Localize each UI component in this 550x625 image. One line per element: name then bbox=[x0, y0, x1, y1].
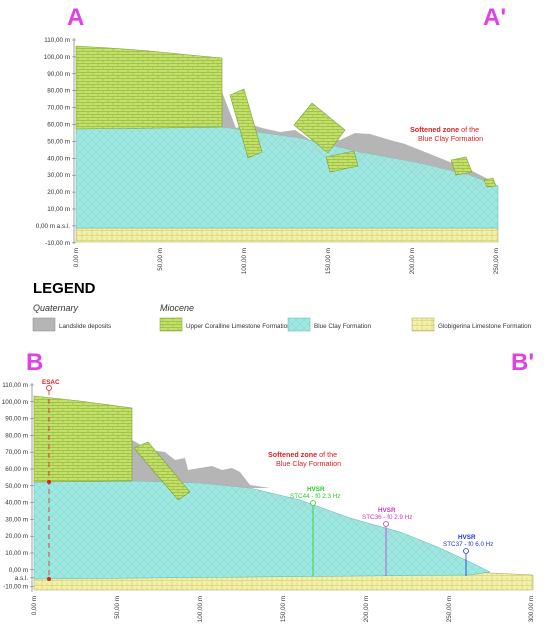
hvsr-stc44-name: STC44 - f0 2.3 Hz bbox=[290, 493, 340, 500]
legend-swatch-blue-clay bbox=[287, 317, 311, 332]
y-tick-label: 60,00 m bbox=[47, 122, 70, 129]
section-a-coralline-block bbox=[229, 88, 263, 159]
hvsr-stc36-name: STC36 - f0 2.9 Hz bbox=[362, 514, 412, 521]
y-tick-label: 80,00 m bbox=[5, 432, 28, 439]
y-tick-label: 0,00 m bbox=[9, 567, 28, 574]
x-tick-label: 200,00 m bbox=[409, 248, 416, 274]
esac-marker-mid bbox=[47, 480, 51, 484]
section-a: A A' 110,00 m 100,00 m 90,00 m 80,00 m 70,00… bbox=[36, 4, 506, 274]
legend-label-globigerina: Globigerina Limestone Formation bbox=[438, 323, 532, 330]
hvsr-stc36-marker bbox=[383, 521, 389, 527]
legend-label-blue-clay: Blue Clay Formation bbox=[314, 323, 372, 330]
x-tick-label: 0,00 m bbox=[31, 596, 38, 615]
legend-quaternary-heading: Quaternary bbox=[33, 303, 79, 313]
y-tick-label: 60,00 m bbox=[5, 466, 28, 473]
y-tick-label: -10,00 m bbox=[3, 584, 28, 591]
section-b-softened-zone bbox=[200, 483, 470, 562]
section-a-softened-zone-line2: Blue Clay Formation bbox=[418, 134, 483, 143]
section-b-coralline-limestone bbox=[33, 395, 133, 483]
section-a-globigerina-layer bbox=[75, 227, 499, 243]
y-tick-label: 80,00 m bbox=[47, 88, 70, 95]
section-b-coralline-block bbox=[133, 441, 191, 501]
section-a-x-ticks: 0,00 m 50,00 m 100,00 m 150,00 m 200,00 m 250… bbox=[73, 248, 500, 274]
y-tick-label: 100,00 m bbox=[44, 54, 70, 61]
hvsr-stc37-marker bbox=[463, 548, 469, 554]
esac-label: ESAC bbox=[42, 379, 60, 386]
section-a-landslide-deposits bbox=[222, 92, 498, 186]
y-tick-label: 70,00 m bbox=[47, 105, 70, 112]
legend-miocene-heading: Miocene bbox=[160, 303, 194, 313]
y-tick-label: 30,00 m bbox=[5, 516, 28, 523]
y-tick-label: -10,00 m bbox=[45, 240, 70, 247]
section-a-end-label: A' bbox=[483, 4, 506, 31]
section-a-coralline-block bbox=[450, 156, 473, 176]
x-tick-label: 250,00 m bbox=[446, 596, 453, 622]
section-a-coralline-block bbox=[483, 177, 497, 188]
y-tick-label: 50,00 m bbox=[5, 483, 28, 490]
x-tick-label: 300,00 m bbox=[528, 596, 535, 622]
softened-zone-bold: Softened zone bbox=[410, 125, 459, 134]
legend: LEGEND Quaternary Miocene Landslide depo… bbox=[32, 280, 532, 332]
y-tick-label: 10,00 m bbox=[47, 206, 70, 213]
esac-marker-bottom bbox=[47, 577, 51, 581]
y-tick-label: 40,00 m bbox=[47, 155, 70, 162]
section-a-coralline-limestone bbox=[75, 45, 223, 130]
y-tick-label: 0,00 m a.s.l. bbox=[36, 223, 71, 230]
y-tick-label: 20,00 m bbox=[47, 189, 70, 196]
legend-label-landslide: Landslide deposits bbox=[59, 323, 111, 330]
section-b-end-label: B' bbox=[511, 349, 534, 376]
section-b-softened-zone-line2: Blue Clay Formation bbox=[276, 459, 341, 468]
x-tick-label: 50,00 m bbox=[114, 596, 121, 619]
hvsr-stc44-marker bbox=[310, 500, 316, 506]
section-b-x-ticks: 0,00 m 50,00 m 100,00 m 150,00 m 200,00 m 250… bbox=[31, 596, 535, 622]
hvsr-stc37-type: HVSR bbox=[458, 534, 476, 541]
legend-title: LEGEND bbox=[33, 280, 96, 297]
y-tick-label: 100,00 m bbox=[2, 399, 28, 406]
hvsr-stc44-type: HVSR bbox=[307, 486, 325, 493]
y-tick-label: 90,00 m bbox=[47, 71, 70, 78]
y-tick-label: 110,00 m bbox=[2, 382, 28, 389]
esac-marker-top bbox=[46, 385, 52, 391]
y-tick-label: 90,00 m bbox=[5, 416, 28, 423]
y-tick-label: 20,00 m bbox=[5, 533, 28, 540]
y-tick-label: 70,00 m bbox=[5, 449, 28, 456]
x-tick-label: 250,00 m bbox=[493, 248, 500, 274]
legend-swatch-landslide bbox=[32, 317, 56, 332]
x-tick-label: 0,00 m bbox=[73, 248, 80, 267]
section-b-y-ticks: 110,00 m 100,00 m 90,00 m 80,00 m 70,00 m 60,… bbox=[2, 382, 34, 591]
y-tick-label: 110,00 m bbox=[44, 37, 70, 44]
y-tick-label: 50,00 m bbox=[47, 138, 70, 145]
x-tick-label: 150,00 m bbox=[325, 248, 332, 274]
section-a-softened-zone bbox=[222, 127, 498, 190]
softened-zone-rest: of the bbox=[317, 450, 337, 459]
section-b-softened-zone-label: Softened zone of the bbox=[268, 450, 337, 459]
x-tick-label: 100,00 m bbox=[197, 596, 204, 622]
legend-label-coralline: Upper Coralline Limestone Formation bbox=[186, 323, 291, 330]
x-tick-label: 150,00 m bbox=[280, 596, 287, 622]
section-b-start-label: B bbox=[26, 349, 43, 376]
x-tick-label: 200,00 m bbox=[363, 596, 370, 622]
section-a-softened-zone-label: Softened zone of the bbox=[410, 125, 479, 134]
hvsr-stc36-type: HVSR bbox=[378, 507, 396, 514]
legend-swatch-globigerina bbox=[411, 317, 435, 332]
x-tick-label: 50,00 m bbox=[157, 248, 164, 271]
legend-swatch-coralline bbox=[159, 317, 183, 332]
y-tick-label: 30,00 m bbox=[47, 172, 70, 179]
section-a-start-label: A bbox=[67, 4, 84, 31]
y-tick-label: a.s.l. bbox=[15, 575, 29, 582]
section-a-coralline-block bbox=[293, 102, 346, 154]
section-b: B B' 110,00 m 100,00 m 90,00 m 80,00 m 70,00… bbox=[2, 349, 535, 622]
y-tick-label: 40,00 m bbox=[5, 500, 28, 507]
softened-zone-rest: of the bbox=[459, 125, 479, 134]
x-tick-label: 100,00 m bbox=[241, 248, 248, 274]
section-a-y-ticks: 110,00 m 100,00 m 90,00 m 80,00 m 70,00 m 60,… bbox=[36, 37, 76, 247]
hvsr-stc37-name: STC37 - f0 6.0 Hz bbox=[443, 541, 493, 548]
section-a-coralline-block bbox=[325, 150, 359, 173]
y-tick-label: 10,00 m bbox=[5, 550, 28, 557]
softened-zone-bold: Softened zone bbox=[268, 450, 317, 459]
